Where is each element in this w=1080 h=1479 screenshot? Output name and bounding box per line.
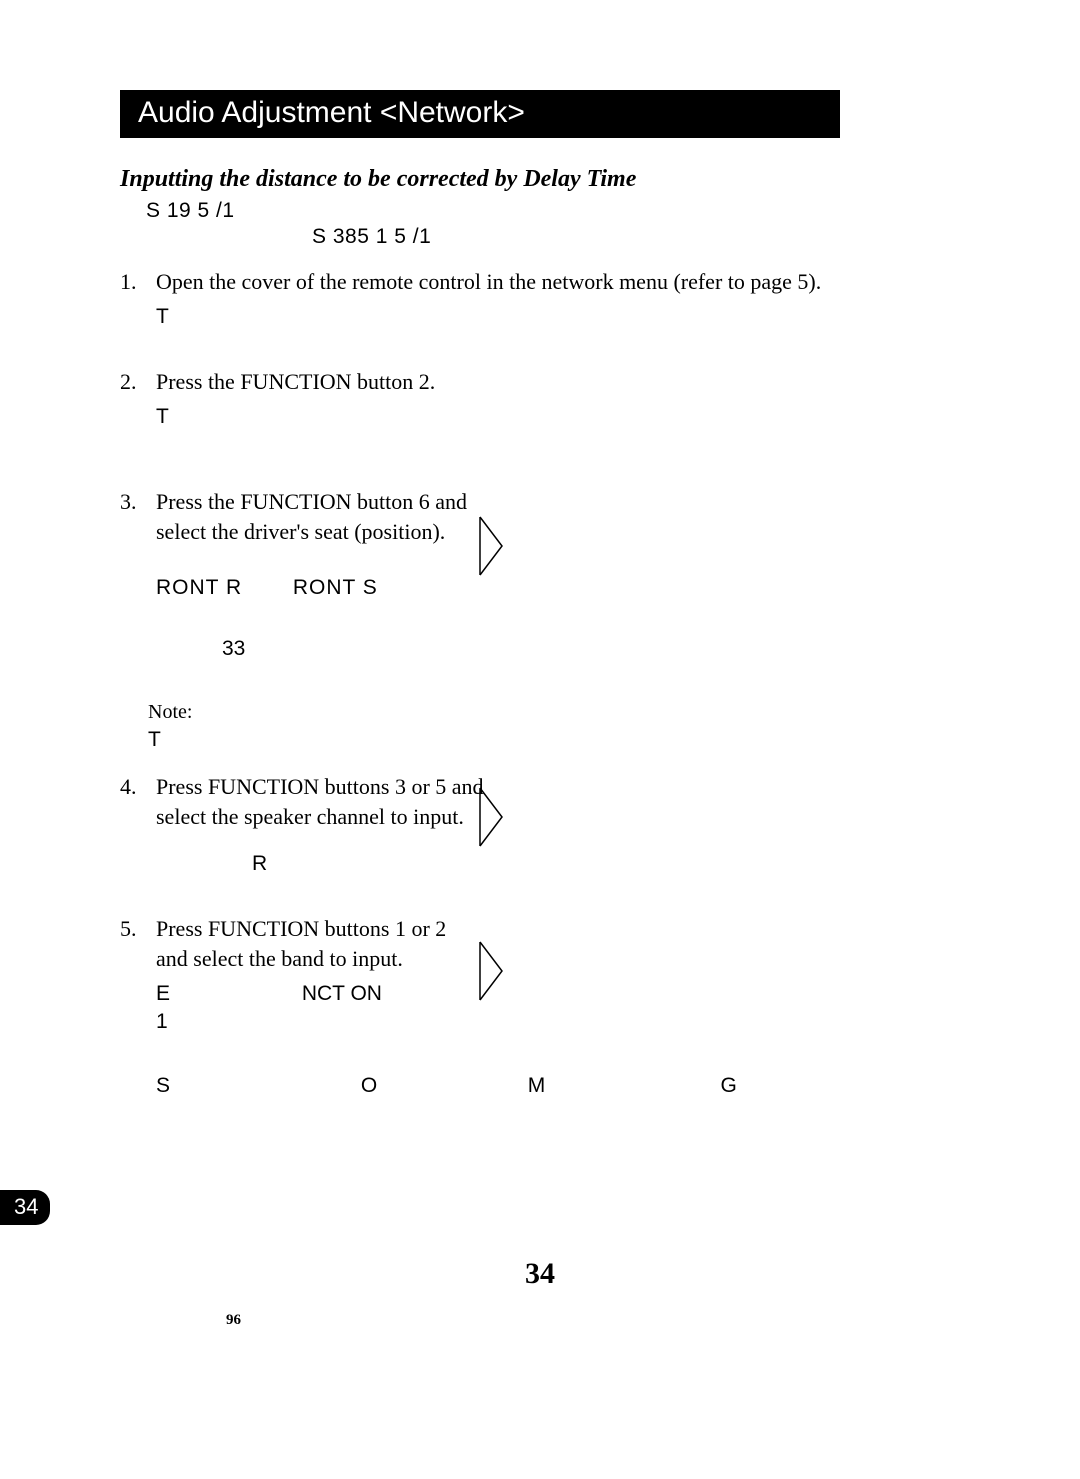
one-label: 1 [156,1008,980,1036]
o-label: O [361,1072,521,1100]
page-tab: 34 [0,1190,50,1225]
g-label: G [721,1074,738,1097]
somg-line: S O M G [156,1072,980,1100]
forward-arrow-icon [478,786,506,856]
forward-arrow-icon [478,940,506,1010]
note-t: T [148,726,980,754]
forward-arrow-icon [478,515,506,585]
step-text: Open the cover of the remote control in … [156,267,836,297]
step-text: Press FUNCTION buttons 3 or 5 and select… [156,772,486,831]
intro-line-2: S 385 1 5 /1 [146,225,980,249]
intro-line-1: S 19 5 /1 [146,199,980,223]
step-sub: T [156,303,980,331]
step-4: Press FUNCTION buttons 3 or 5 and select… [120,772,980,878]
step-text: Press FUNCTION buttons 1 or 2 and select… [156,914,456,973]
e-ncton-line: E NCT ON [156,980,980,1008]
step-text: Press the FUNCTION button 6 and select t… [156,487,486,546]
r-label: R [156,850,980,878]
note-label: Note: [148,699,980,726]
footer-small-number: 96 [226,1312,241,1329]
step-sub: T [156,403,980,431]
label-right: RONT S [293,576,378,599]
value-33: 33 [156,635,980,663]
step-5: Press FUNCTION buttons 1 or 2 and select… [120,914,980,1100]
step-text: Press the FUNCTION button 2. [156,367,836,397]
footer-page-number: 34 [0,1257,1080,1291]
m-label: M [528,1072,714,1100]
section-title: Inputting the distance to be corrected b… [120,166,980,193]
front-r-label: RONT R RONT S [156,574,980,602]
s-label: S [156,1072,354,1100]
label-left: RONT R [156,574,286,602]
page-container: Audio Adjustment <Network> Inputting the… [0,0,1080,1479]
steps-list: Open the cover of the remote control in … [120,267,980,1101]
step-1: Open the cover of the remote control in … [120,267,980,331]
e-label: E [156,980,296,1008]
step-2: Press the FUNCTION button 2. T [120,367,980,431]
step-3: Press the FUNCTION button 6 and select t… [120,487,980,754]
ncton-label: NCT ON [302,982,382,1005]
header-bar: Audio Adjustment <Network> [120,90,840,138]
